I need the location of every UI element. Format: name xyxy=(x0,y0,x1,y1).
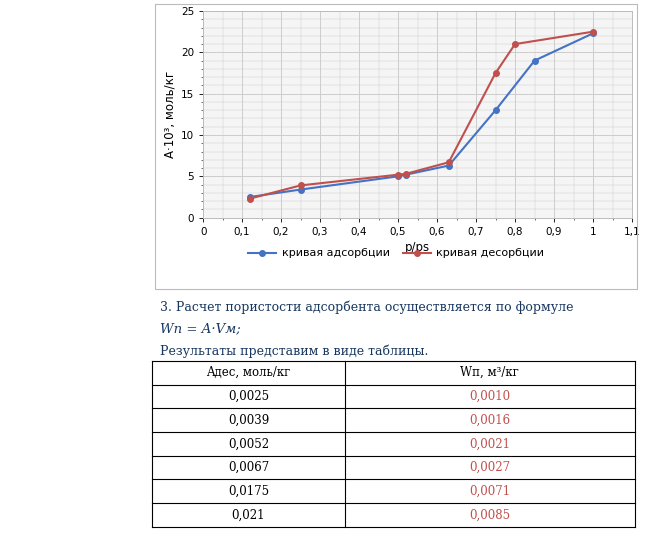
Text: Wп = A·Vм;: Wп = A·Vм; xyxy=(160,322,240,336)
Text: 0,0010: 0,0010 xyxy=(470,390,510,403)
Text: 0,0071: 0,0071 xyxy=(470,485,510,498)
X-axis label: p/ps: p/ps xyxy=(405,241,430,254)
Text: 3. Расчет пористости адсорбента осуществляется по формуле: 3. Расчет пористости адсорбента осуществ… xyxy=(160,300,573,314)
Text: 0,0025: 0,0025 xyxy=(228,390,269,403)
Text: 0,0021: 0,0021 xyxy=(470,437,510,450)
Text: Результаты представим в виде таблицы.: Результаты представим в виде таблицы. xyxy=(160,344,428,358)
Y-axis label: A·10³, моль/кг: A·10³, моль/кг xyxy=(164,71,176,158)
Legend: кривая адсорбции, кривая десорбции: кривая адсорбции, кривая десорбции xyxy=(244,244,549,263)
Text: Aдес, моль/кг: Aдес, моль/кг xyxy=(206,366,290,379)
Text: 0,021: 0,021 xyxy=(232,509,265,521)
Text: 0,0052: 0,0052 xyxy=(228,437,269,450)
Text: 0,0027: 0,0027 xyxy=(470,461,510,474)
Text: 0,0039: 0,0039 xyxy=(228,414,269,426)
Text: 0,0067: 0,0067 xyxy=(228,461,269,474)
Text: 0,0175: 0,0175 xyxy=(228,485,269,498)
Text: 0,0016: 0,0016 xyxy=(470,414,510,426)
Text: 0,0085: 0,0085 xyxy=(470,509,510,521)
Text: Wп, м³/кг: Wп, м³/кг xyxy=(460,366,519,379)
